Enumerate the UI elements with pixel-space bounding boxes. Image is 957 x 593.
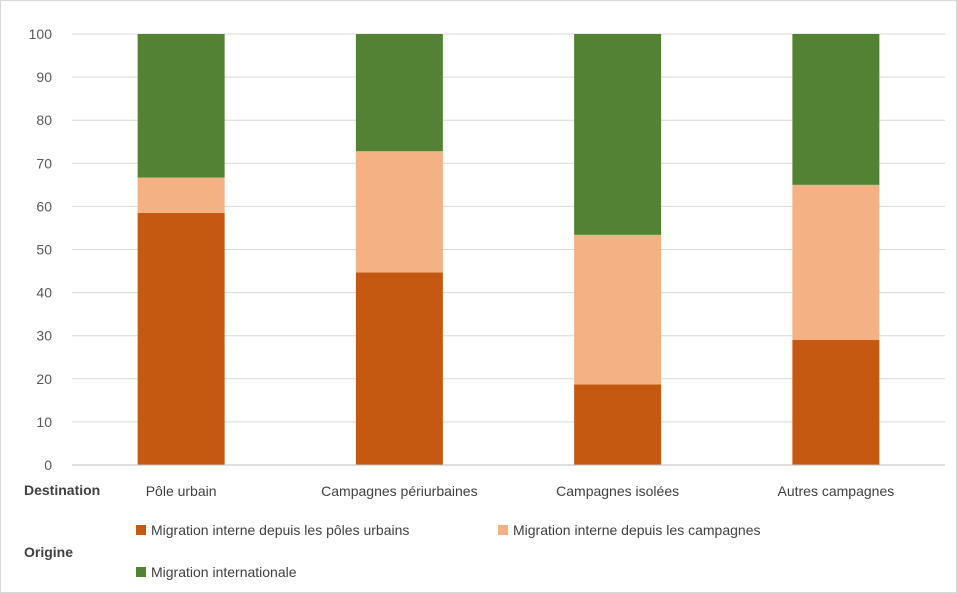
legend-label-1: Migration interne depuis les pôles urbai… [151,522,409,538]
y-tick-label: 20 [36,371,52,387]
y-tick-label: 70 [36,155,52,171]
y-axis-ticks: 0 10 20 30 40 50 60 70 80 90 100 [29,26,53,473]
legend[interactable]: Migration interne depuis les pôles urbai… [136,522,760,580]
bar-segment-3-3 [574,34,662,235]
category-label: Pôle urbain [146,483,217,499]
y-tick-label: 60 [36,198,52,214]
legend-label-2: Migration interne depuis les campagnes [513,522,760,538]
legend-swatch-2 [498,525,508,535]
y-tick-label: 40 [36,285,52,301]
category-label: Campagnes périurbaines [321,483,477,499]
legend-swatch-3 [136,567,146,577]
bar-segment-2-4 [792,184,880,341]
y-tick-label: 30 [36,328,52,344]
category-label: Campagnes isolées [556,483,679,499]
bar-segment-1-3 [574,384,662,465]
legend-swatch-1 [136,525,146,535]
bars [137,34,880,465]
bar-segment-1-1 [137,212,225,465]
bar-segment-3-2 [355,34,443,152]
legend-title: Origine [24,544,73,560]
bar-segment-2-2 [355,151,443,273]
y-tick-label: 100 [29,26,53,42]
category-labels: Pôle urbain Campagnes périurbaines Campagn… [146,483,895,499]
bar-segment-1-4 [792,340,880,465]
x-axis-title: Destination [24,482,100,498]
y-tick-label: 10 [36,414,52,430]
bar-segment-3-4 [792,34,880,185]
bar-segment-2-1 [137,177,225,213]
bar-segment-1-2 [355,272,443,465]
y-tick-label: 80 [36,112,52,128]
y-tick-label: 50 [36,242,52,258]
legend-label-3: Migration internationale [151,564,297,580]
y-tick-label: 0 [44,457,52,473]
bar-segment-3-1 [137,34,225,178]
bar-segment-2-3 [574,234,662,385]
category-label: Autres campagnes [778,483,895,499]
y-tick-label: 90 [36,69,52,85]
